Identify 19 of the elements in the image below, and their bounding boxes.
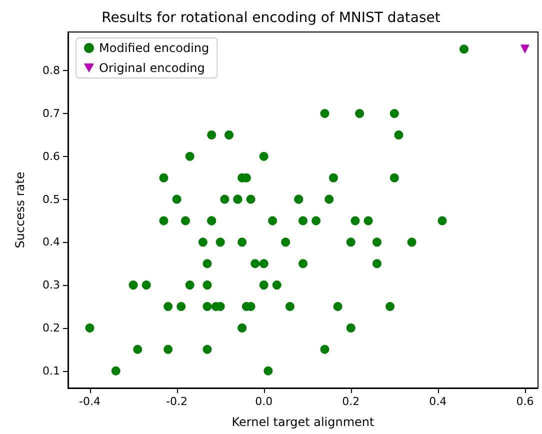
y-tick-label: 0.5 [42,192,60,206]
x-tick-label: -0.2 [166,395,188,408]
x-tick-label: 0.6 [516,395,534,408]
y-tick-label: 0.8 [42,64,60,78]
y-tick-label: 0.6 [42,150,60,163]
y-tick-label: 0.2 [42,321,60,334]
legend-label: Original encoding [99,61,205,75]
x-axis-title: Kernel target alignment [232,415,375,429]
legend-label: Modified encoding [99,41,210,55]
y-tick-label: 0.4 [42,236,60,249]
x-tick-label: -0.4 [79,395,100,408]
y-tick-label: 0.3 [42,278,60,292]
y-axis-title: Success rate [13,172,27,248]
y-tick-label: 0.7 [42,106,60,120]
x-tick-label: 0.0 [255,395,273,408]
chart-title: Results for rotational encoding of MNIST dataset [102,10,441,26]
x-tick-label: 0.2 [342,395,360,408]
x-tick-label: 0.4 [429,395,447,408]
y-tick-label: 0.1 [42,364,60,378]
